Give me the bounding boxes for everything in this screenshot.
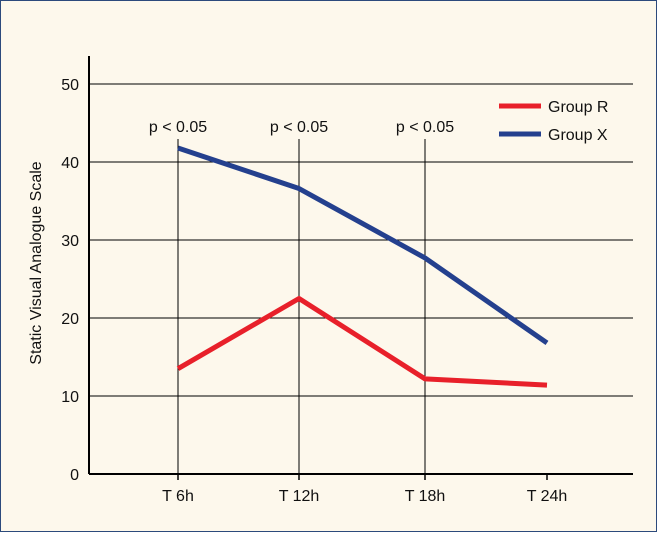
series-line-group-x [177,145,549,346]
y-tick-label-30: 30 [61,233,79,250]
x-tick-label-2: T 18h [405,488,446,505]
legend: Group R Group X [499,99,608,144]
x-tick-label-3: T 24h [527,488,568,505]
y-tick-labels: 0 10 20 30 40 50 [61,77,79,484]
y-tick-label-40: 40 [61,155,79,172]
y-tick-label-0: 0 [70,467,79,484]
y-tick-label-10: 10 [61,389,79,406]
p-value-annotation-0: p < 0.05 [149,119,207,136]
axes [88,56,633,480]
category-lines [177,139,426,474]
legend-label-0: Group R [548,99,608,116]
x-tick-label-1: T 12h [279,488,320,505]
annotations: p < 0.05 p < 0.05 p < 0.05 [149,119,454,136]
y-axis-label: Static Visual Analogue Scale [28,161,45,365]
x-tick-label-0: T 6h [162,488,194,505]
p-value-annotation-1: p < 0.05 [270,119,328,136]
y-tick-label-50: 50 [61,77,79,94]
series-lines [176,145,549,388]
series-line-group-r [176,296,548,388]
x-tick-labels: T 6h T 12h T 18h T 24h [162,488,567,505]
legend-label-1: Group X [548,127,608,144]
p-value-annotation-2: p < 0.05 [396,119,454,136]
y-tick-label-20: 20 [61,311,79,328]
grid-lines [89,83,633,397]
